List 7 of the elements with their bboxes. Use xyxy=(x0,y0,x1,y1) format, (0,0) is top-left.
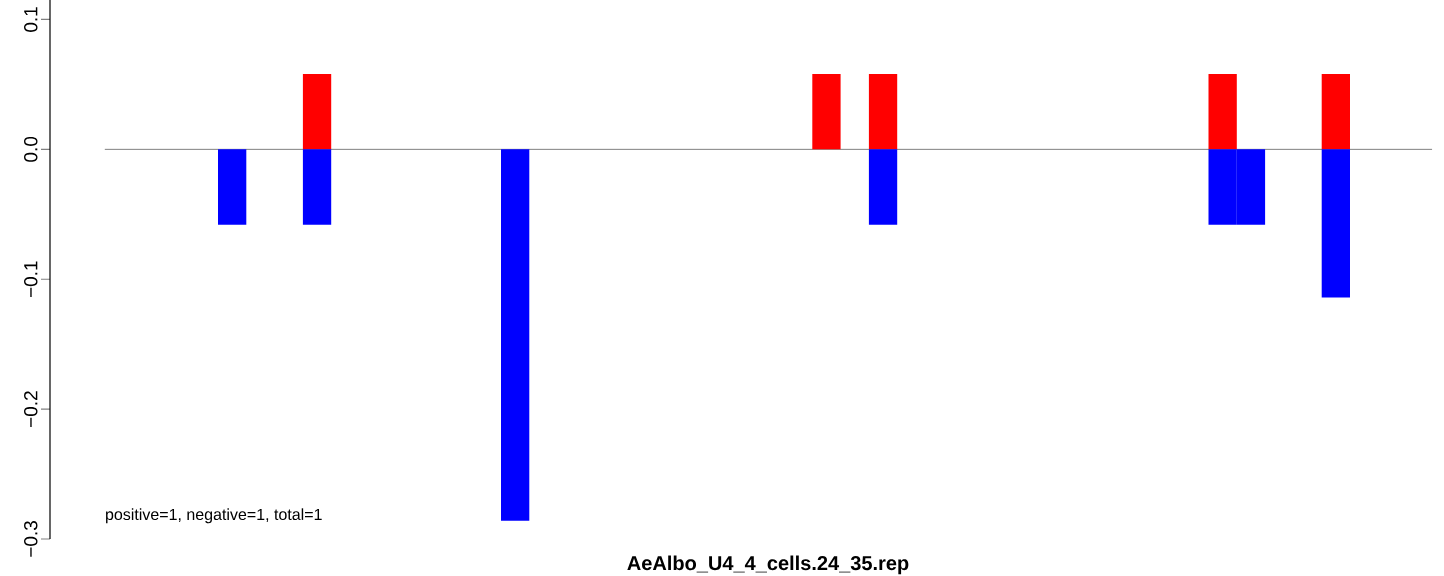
x-axis-title: AeAlbo_U4_4_cells.24_35.rep xyxy=(627,555,909,575)
y-tick-label: 0.1 xyxy=(24,7,38,32)
y-tick-label: −0.2 xyxy=(24,391,38,427)
y-tick-label: 0.0 xyxy=(24,136,38,162)
y-tick-label: −0.1 xyxy=(24,261,38,298)
annotation: positive=1, negative=1, total=1 xyxy=(106,508,322,524)
y-tick-label: −0.3 xyxy=(24,521,38,557)
